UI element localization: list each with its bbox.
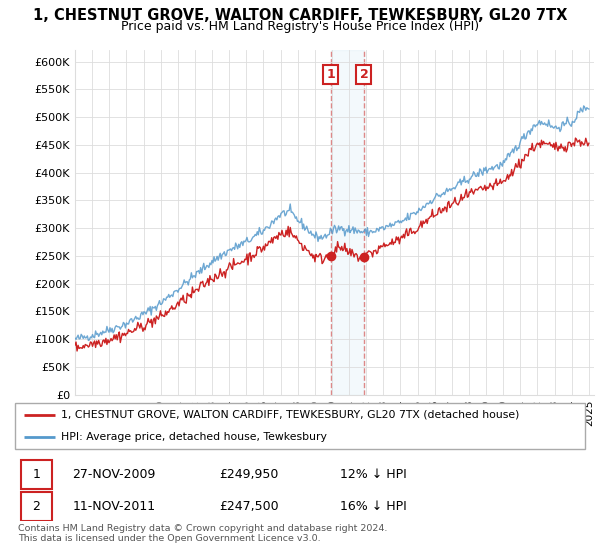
FancyBboxPatch shape: [15, 404, 585, 449]
Text: £249,950: £249,950: [220, 468, 279, 481]
Text: 11-NOV-2011: 11-NOV-2011: [73, 500, 155, 513]
Text: 1: 1: [32, 468, 40, 481]
Text: 1, CHESTNUT GROVE, WALTON CARDIFF, TEWKESBURY, GL20 7TX (detached house): 1, CHESTNUT GROVE, WALTON CARDIFF, TEWKE…: [61, 410, 520, 420]
Text: 27-NOV-2009: 27-NOV-2009: [73, 468, 156, 481]
Text: 2: 2: [359, 68, 368, 81]
FancyBboxPatch shape: [20, 460, 52, 488]
Bar: [331, 50, 364, 395]
Text: 12% ↓ HPI: 12% ↓ HPI: [340, 468, 407, 481]
Text: 1: 1: [326, 68, 335, 81]
Text: 2: 2: [32, 500, 40, 513]
FancyBboxPatch shape: [20, 492, 52, 521]
Text: £247,500: £247,500: [220, 500, 279, 513]
Text: 16% ↓ HPI: 16% ↓ HPI: [340, 500, 407, 513]
Text: 1, CHESTNUT GROVE, WALTON CARDIFF, TEWKESBURY, GL20 7TX: 1, CHESTNUT GROVE, WALTON CARDIFF, TEWKE…: [33, 8, 567, 24]
Text: Price paid vs. HM Land Registry's House Price Index (HPI): Price paid vs. HM Land Registry's House …: [121, 20, 479, 32]
Text: HPI: Average price, detached house, Tewkesbury: HPI: Average price, detached house, Tewk…: [61, 432, 327, 442]
Text: Contains HM Land Registry data © Crown copyright and database right 2024.
This d: Contains HM Land Registry data © Crown c…: [18, 524, 388, 543]
